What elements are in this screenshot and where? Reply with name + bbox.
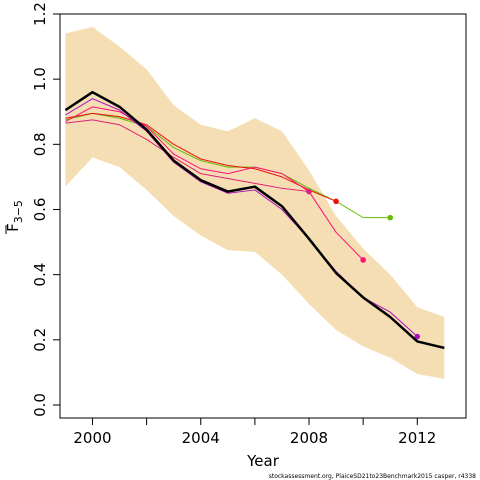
y-tick-label: 0.6 bbox=[31, 198, 49, 222]
x-axis-title: Year bbox=[246, 452, 280, 470]
series-line-1 bbox=[64, 90, 445, 350]
y-axis-title-main: F bbox=[4, 223, 22, 232]
series-end-point-2 bbox=[387, 214, 394, 221]
series-end-point-6 bbox=[414, 333, 421, 340]
y-axis-title: F3−5 bbox=[4, 200, 25, 234]
y-axis-title-subscript: 3−5 bbox=[12, 200, 25, 223]
series-end-point-3 bbox=[333, 198, 339, 205]
y-tick-label: 1.2 bbox=[31, 2, 49, 26]
y-tick-label: 1.0 bbox=[31, 67, 49, 91]
y-axis: 0.0 0.2 0.4 0.6 0.8 1.0 1.2 bbox=[31, 2, 60, 417]
x-tick-label: 2004 bbox=[182, 429, 220, 447]
series-end-point-4 bbox=[360, 257, 366, 263]
plot-frame bbox=[59, 13, 467, 419]
y-tick-label: 0.8 bbox=[31, 132, 49, 156]
series-end-point-5 bbox=[306, 188, 312, 195]
y-tick-label: 0.2 bbox=[31, 328, 49, 352]
confidence-band bbox=[65, 27, 445, 379]
y-tick-label: 0.0 bbox=[31, 393, 49, 417]
x-tick-label: 2012 bbox=[398, 429, 436, 447]
y-tick-label: 0.4 bbox=[31, 263, 49, 287]
series-layer bbox=[64, 90, 445, 350]
confidence-band-layer bbox=[65, 27, 445, 379]
x-tick-label: 2000 bbox=[73, 429, 111, 447]
svg-text:F3−5: F3−5 bbox=[4, 200, 25, 232]
x-axis: 2000 2004 2008 2012 bbox=[73, 418, 436, 447]
series-line-5 bbox=[65, 119, 310, 193]
x-tick-label: 2008 bbox=[290, 429, 328, 447]
series-line-3 bbox=[65, 112, 337, 202]
footer-credit: stockassessment.org, PlaiceSD21to23Bench… bbox=[269, 473, 476, 480]
series-line-4 bbox=[65, 106, 364, 261]
